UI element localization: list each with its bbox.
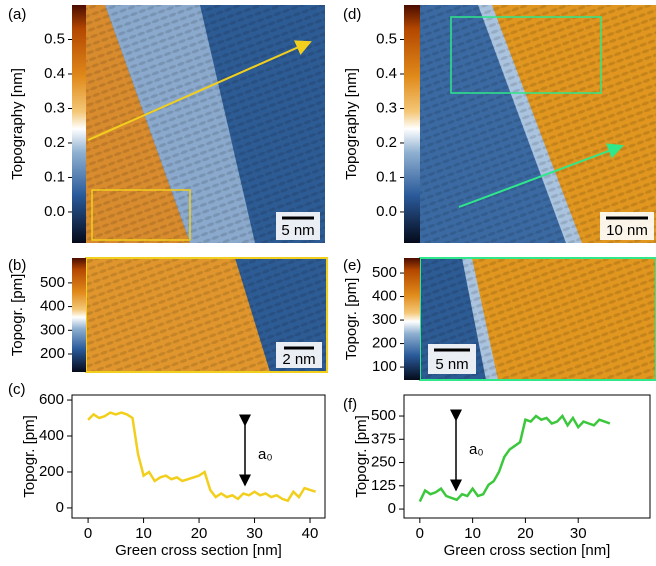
x-tick-label: 0 [416,525,424,542]
y-tick-label: 200 [372,335,397,352]
y-tick-label: 500 [372,264,397,281]
y-tick-label: 0.0 [376,203,397,220]
y-axis-label: Topogr. [pm] [21,415,38,498]
y-tick-label: 0.4 [44,65,65,82]
x-tick-label: 40 [302,525,319,542]
image-b [85,257,328,373]
x-tick-label: 20 [191,525,208,542]
y-tick-label: 0.5 [44,30,65,47]
y-tick-label: 200 [40,345,65,362]
plot-frame [71,394,326,519]
y-tick-label: 300 [372,311,397,328]
x-tick-label: 30 [570,525,587,542]
y-tick-label: 400 [40,298,65,315]
y-axis-label: Topogr. [pm] [343,278,360,361]
y-tick-label: 0 [388,500,396,517]
annotation: a₀ [469,441,484,458]
y-axis-label: Topogr. [pm] [9,274,26,357]
colorbar [72,5,86,243]
y-tick-label: 0.1 [376,168,397,185]
y-tick-label: 125 [371,477,396,494]
scale-bar-label: 2 nm [282,351,315,368]
y-tick-label: 0 [56,499,64,516]
data-line [418,413,611,503]
annotation: a₀ [258,446,273,463]
scale-bar-label: 5 nm [435,356,468,373]
image-e [419,257,656,381]
y-tick-label: 0.5 [376,30,397,47]
panel-label: (b) [8,257,26,274]
panel-label: (c) [8,381,26,398]
panel-label: (a) [8,6,26,23]
colorbar [404,258,420,380]
y-tick-label: 375 [371,430,396,447]
y-tick-label: 0.4 [376,65,397,82]
y-tick-label: 500 [40,274,65,291]
y-tick-label: 0.3 [376,99,397,116]
scale-bar-label: 10 nm [606,222,648,239]
y-axis-label: Topography [nm] [9,68,26,180]
y-tick-label: 400 [39,427,64,444]
colorbar [404,5,420,243]
x-tick-label: 10 [464,525,481,542]
y-axis-label: Topography [nm] [343,68,360,180]
panel-label: (d) [343,6,361,23]
y-tick-label: 400 [372,288,397,305]
panel-label: (f) [343,396,357,413]
x-axis-label: Green cross section [nm] [444,542,611,559]
panel-label: (e) [343,257,361,274]
x-tick-label: 20 [517,525,534,542]
y-tick-label: 100 [372,358,397,375]
scale-bar-label: 5 nm [281,222,314,239]
y-tick-label: 0.1 [44,168,65,185]
x-tick-label: 10 [135,525,152,542]
y-tick-label: 0.3 [44,99,65,116]
y-tick-label: 0.2 [44,134,65,151]
y-tick-label: 500 [371,407,396,424]
x-axis-label: Green cross section [nm] [115,542,282,559]
y-tick-label: 0.2 [376,134,397,151]
data-line [87,411,316,503]
image-d [420,5,656,243]
image-a [86,5,325,243]
y-axis-label: Topogr. [pm] [353,415,370,498]
y-tick-label: 250 [371,454,396,471]
plot-frame [403,394,651,519]
annotation-arrows [239,409,462,492]
y-tick-label: 200 [39,463,64,480]
colorbar [72,258,86,372]
x-tick-label: 0 [84,525,92,542]
y-tick-label: 600 [39,391,64,408]
y-tick-label: 0.0 [44,203,65,220]
y-tick-label: 300 [40,321,65,338]
x-tick-label: 30 [246,525,263,542]
